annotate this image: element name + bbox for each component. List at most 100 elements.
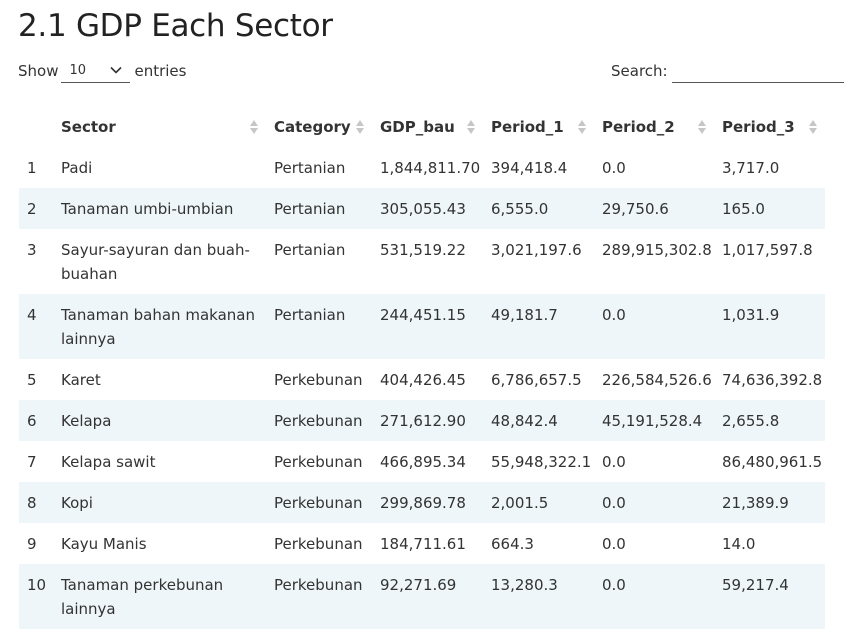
gdp-table: Sector Category GDP_bau Period_1 Period_2 Per… — [19, 107, 825, 629]
column-header-period-3[interactable]: Period_3 — [714, 107, 825, 147]
cell-period-1: 664.3 — [483, 523, 594, 564]
cell-gdp-bau: 1,844,811.70 — [372, 147, 483, 188]
table-row: 7 Kelapa sawit Perkebunan 466,895.34 55,948,… — [19, 441, 825, 482]
cell-row-index: 7 — [19, 441, 53, 482]
cell-period-1: 55,948,322.1 — [483, 441, 594, 482]
search-input[interactable] — [671, 58, 844, 83]
entries-per-page-select[interactable]: 10 — [61, 58, 131, 83]
cell-period-1: 6,555.0 — [483, 188, 594, 229]
column-header-period-1[interactable]: Period_1 — [483, 107, 594, 147]
cell-category: Perkebunan — [266, 564, 372, 629]
entries-per-page-value: 10 — [69, 62, 87, 78]
cell-sector: Kopi — [53, 482, 266, 523]
cell-category: Perkebunan — [266, 400, 372, 441]
cell-sector: Kelapa sawit — [53, 441, 266, 482]
cell-category: Perkebunan — [266, 359, 372, 400]
column-header-label: Period_1 — [491, 118, 564, 136]
cell-category: Perkebunan — [266, 441, 372, 482]
cell-gdp-bau: 244,451.15 — [372, 294, 483, 359]
cell-row-index: 3 — [19, 229, 53, 294]
column-header-label: Period_3 — [722, 118, 795, 136]
cell-row-index: 4 — [19, 294, 53, 359]
chevron-down-icon — [110, 66, 123, 74]
cell-category: Pertanian — [266, 229, 372, 294]
entries-length-control: Show 10 entries — [18, 58, 186, 83]
cell-sector: Kelapa — [53, 400, 266, 441]
cell-sector: Padi — [53, 147, 266, 188]
cell-period-2: 0.0 — [594, 482, 714, 523]
column-header-period-2[interactable]: Period_2 — [594, 107, 714, 147]
cell-sector: Sayur-sayuran dan buah-buahan — [53, 229, 266, 294]
cell-sector: Tanaman bahan makanan lainnya — [53, 294, 266, 359]
cell-period-2: 45,191,528.4 — [594, 400, 714, 441]
cell-period-1: 394,418.4 — [483, 147, 594, 188]
table-row: 2 Tanaman umbi-umbian Pertanian 305,055.43 6… — [19, 188, 825, 229]
cell-sector: Karet — [53, 359, 266, 400]
table-header-row: Sector Category GDP_bau Period_1 Period_2 Per… — [19, 107, 825, 147]
column-header-label: Category — [274, 118, 351, 136]
column-header-label: GDP_bau — [380, 118, 455, 136]
cell-row-index: 5 — [19, 359, 53, 400]
cell-period-2: 0.0 — [594, 294, 714, 359]
table-row: 6 Kelapa Perkebunan 271,612.90 48,842.4 45,19… — [19, 400, 825, 441]
sort-icon — [467, 120, 475, 134]
cell-category: Perkebunan — [266, 482, 372, 523]
table-row: 4 Tanaman bahan makanan lainnya Pertanian 2… — [19, 294, 825, 359]
column-header-sector[interactable]: Sector — [53, 107, 266, 147]
cell-row-index: 10 — [19, 564, 53, 629]
cell-period-3: 165.0 — [714, 188, 825, 229]
sort-icon — [578, 120, 586, 134]
cell-period-3: 59,217.4 — [714, 564, 825, 629]
cell-period-3: 74,636,392.8 — [714, 359, 825, 400]
cell-sector: Kayu Manis — [53, 523, 266, 564]
cell-period-3: 14.0 — [714, 523, 825, 564]
table-row: 8 Kopi Perkebunan 299,869.78 2,001.5 0.0 21,38… — [19, 482, 825, 523]
cell-category: Pertanian — [266, 294, 372, 359]
column-header-row-index — [19, 107, 53, 147]
cell-sector: Tanaman perkebunan lainnya — [53, 564, 266, 629]
cell-period-1: 2,001.5 — [483, 482, 594, 523]
cell-period-2: 0.0 — [594, 147, 714, 188]
sort-icon — [809, 120, 817, 134]
cell-row-index: 6 — [19, 400, 53, 441]
cell-gdp-bau: 299,869.78 — [372, 482, 483, 523]
sort-icon — [698, 120, 706, 134]
table-row: 3 Sayur-sayuran dan buah-buahan Pertanian 5… — [19, 229, 825, 294]
cell-sector: Tanaman umbi-umbian — [53, 188, 266, 229]
table-row: 9 Kayu Manis Perkebunan 184,711.61 664.3 0.0 1… — [19, 523, 825, 564]
search-label: Search: — [611, 61, 668, 80]
cell-category: Pertanian — [266, 188, 372, 229]
cell-gdp-bau: 305,055.43 — [372, 188, 483, 229]
column-header-gdp-bau[interactable]: GDP_bau — [372, 107, 483, 147]
column-header-label: Sector — [61, 118, 116, 136]
show-label: Show — [18, 61, 59, 80]
column-header-label: Period_2 — [602, 118, 675, 136]
cell-row-index: 9 — [19, 523, 53, 564]
table-body: 1 Padi Pertanian 1,844,811.70 394,418.4 0.0 3,… — [19, 147, 825, 629]
cell-period-3: 3,717.0 — [714, 147, 825, 188]
cell-gdp-bau: 271,612.90 — [372, 400, 483, 441]
cell-period-1: 3,021,197.6 — [483, 229, 594, 294]
cell-gdp-bau: 466,895.34 — [372, 441, 483, 482]
column-header-category[interactable]: Category — [266, 107, 372, 147]
table-row: 10 Tanaman perkebunan lainnya Perkebunan 92… — [19, 564, 825, 629]
cell-row-index: 2 — [19, 188, 53, 229]
page-title: 2.1 GDP Each Sector — [18, 8, 333, 44]
cell-period-1: 6,786,657.5 — [483, 359, 594, 400]
cell-period-3: 1,031.9 — [714, 294, 825, 359]
cell-gdp-bau: 531,519.22 — [372, 229, 483, 294]
cell-period-1: 13,280.3 — [483, 564, 594, 629]
sort-icon — [356, 120, 364, 134]
cell-row-index: 8 — [19, 482, 53, 523]
cell-period-2: 0.0 — [594, 523, 714, 564]
cell-period-3: 21,389.9 — [714, 482, 825, 523]
cell-period-1: 49,181.7 — [483, 294, 594, 359]
cell-period-2: 0.0 — [594, 564, 714, 629]
cell-row-index: 1 — [19, 147, 53, 188]
cell-gdp-bau: 404,426.45 — [372, 359, 483, 400]
table-row: 5 Karet Perkebunan 404,426.45 6,786,657.5 226… — [19, 359, 825, 400]
cell-period-3: 86,480,961.5 — [714, 441, 825, 482]
table-row: 1 Padi Pertanian 1,844,811.70 394,418.4 0.0 3,… — [19, 147, 825, 188]
cell-category: Perkebunan — [266, 523, 372, 564]
cell-period-1: 48,842.4 — [483, 400, 594, 441]
